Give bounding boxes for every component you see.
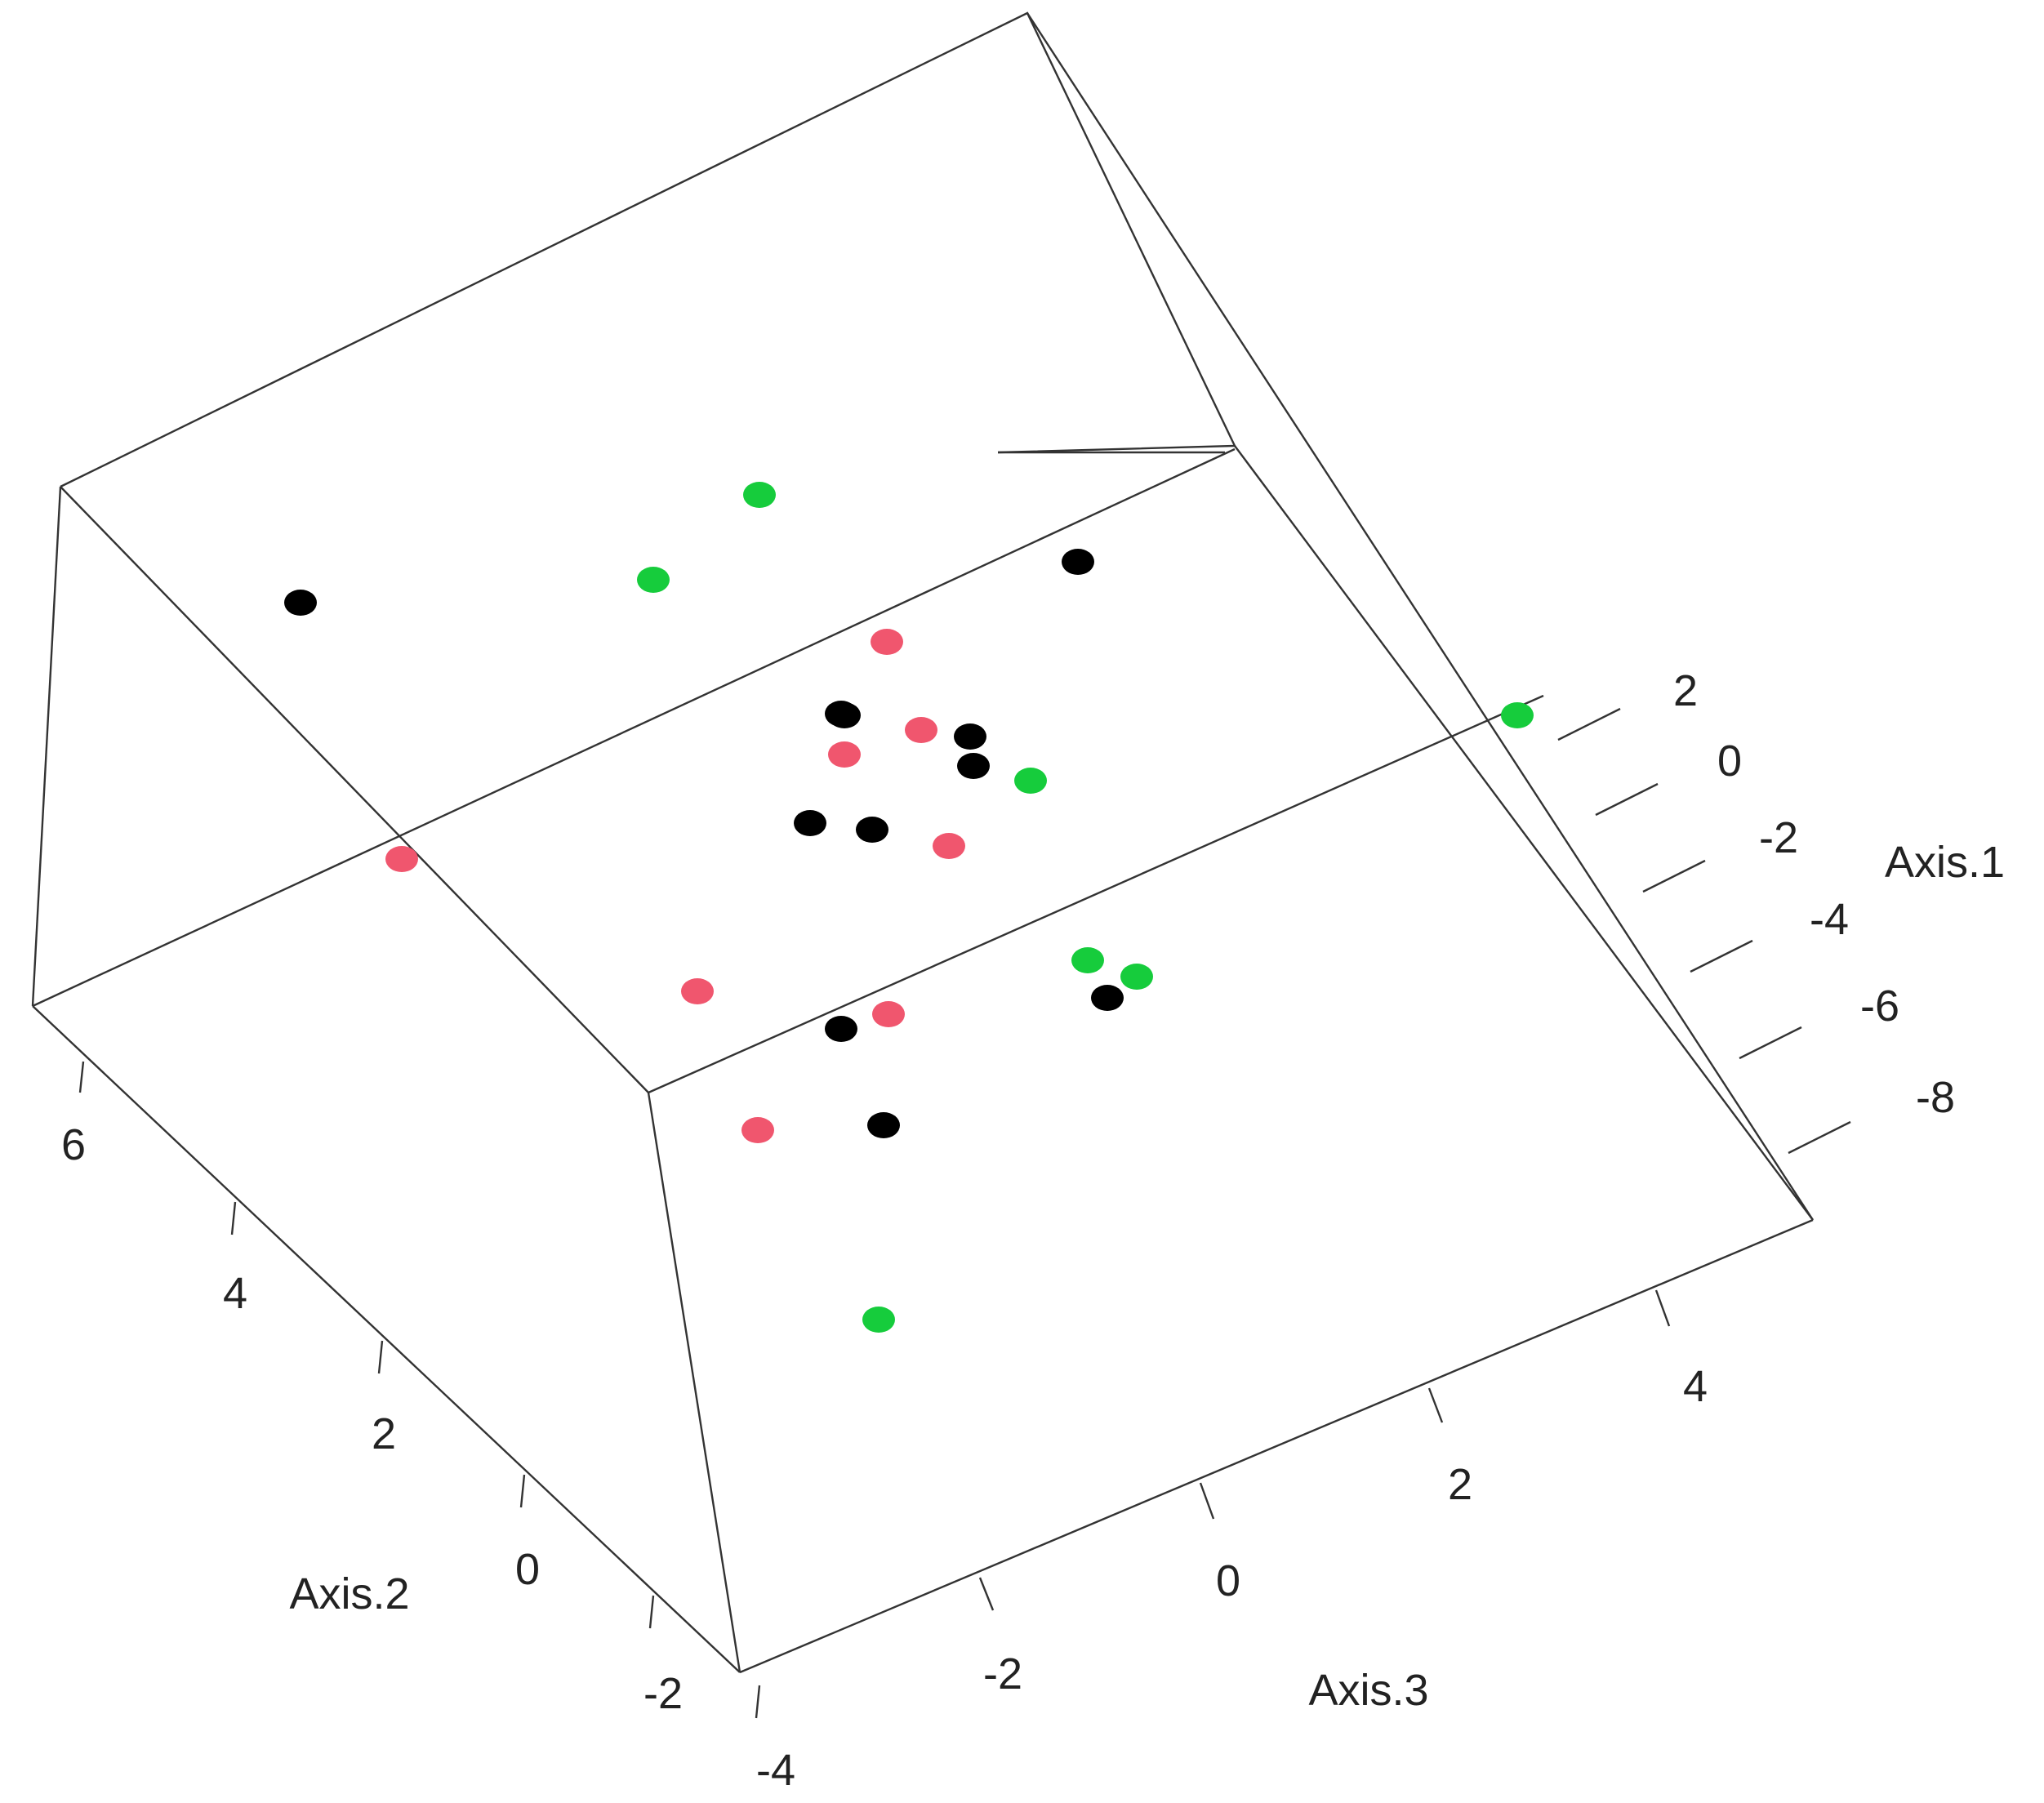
axis3-tick-label: 4 — [1683, 1362, 1708, 1411]
data-point — [954, 723, 986, 750]
data-point — [871, 629, 903, 655]
data-point — [867, 1112, 900, 1138]
axis2-tick — [755, 1685, 761, 1719]
data-point — [905, 717, 937, 743]
box-right-fold-edge — [1234, 445, 1814, 1221]
axis2-tick — [230, 1201, 237, 1235]
axis1-label: Axis.1 — [1885, 838, 2005, 887]
axis2-tick — [648, 1595, 655, 1629]
box-left-vertical-edge — [31, 486, 62, 1007]
axis3-tick-label: 0 — [1216, 1556, 1240, 1605]
axis1-tick — [1739, 1026, 1802, 1060]
axis1-tick-label: -4 — [1810, 895, 1849, 944]
axis1-tick-label: 2 — [1673, 666, 1698, 715]
data-point — [1501, 702, 1534, 728]
axis1-tick — [1690, 939, 1753, 973]
axis3-tick — [1199, 1482, 1215, 1520]
axis1-tick — [1595, 782, 1659, 817]
axis2-tick-label: 4 — [223, 1269, 247, 1318]
data-point — [856, 817, 888, 843]
axis2-tick-label: 0 — [515, 1545, 540, 1594]
data-point — [637, 567, 670, 593]
box-top-face — [60, 11, 1236, 488]
data-point — [1091, 985, 1124, 1011]
box-front-bottom-edge — [739, 1218, 1814, 1674]
data-point — [743, 482, 776, 508]
axis2-tick-label: 6 — [61, 1120, 86, 1169]
axis3-tick-label: -2 — [983, 1649, 1022, 1698]
axis2-ticks: 6 4 2 0 -2 -4 Axis.2 — [61, 1061, 795, 1795]
axis2-tick-label: -2 — [643, 1669, 683, 1718]
axis1-tick-label: -6 — [1860, 982, 1899, 1031]
axis2-tick-label: -4 — [756, 1746, 795, 1795]
axis2-tick — [78, 1061, 85, 1093]
data-point — [1071, 947, 1104, 973]
data-point — [933, 833, 965, 859]
data-point — [741, 1117, 774, 1143]
box-lower-mid-edge — [648, 694, 1544, 1094]
axis1-tick — [1642, 859, 1706, 893]
axis1-tick-label: -8 — [1916, 1073, 1955, 1122]
axis2-tick — [377, 1340, 384, 1374]
data-point — [825, 701, 857, 727]
axis2-label: Axis.2 — [289, 1569, 409, 1618]
axis3-label: Axis.3 — [1308, 1666, 1428, 1715]
axis1-tick-label: 0 — [1717, 737, 1742, 786]
axis1-tick — [1557, 707, 1621, 741]
axis1-tick-label: -2 — [1759, 813, 1798, 862]
data-point — [825, 1016, 857, 1042]
data-point — [284, 590, 317, 616]
axis3-tick — [978, 1577, 995, 1611]
box-front-vertical-edge — [647, 1092, 741, 1673]
data-point — [872, 1001, 905, 1027]
box-front-left-edge — [32, 1005, 741, 1673]
axis3-tick-label: 2 — [1448, 1460, 1472, 1509]
data-point — [681, 978, 714, 1004]
axis1-tick — [1788, 1120, 1851, 1155]
data-point — [1120, 964, 1153, 990]
data-point — [794, 810, 826, 836]
box-upper-mid-edge — [32, 447, 1236, 1008]
data-points — [284, 482, 1534, 1333]
data-point — [1014, 768, 1047, 794]
data-point — [957, 753, 990, 779]
data-point — [828, 741, 861, 768]
axis3-tick — [1654, 1289, 1671, 1327]
axis2-tick — [519, 1474, 526, 1508]
axis3-ticks: -2 0 2 4 Axis.3 — [978, 1289, 1708, 1715]
axis2-tick-label: 2 — [372, 1409, 396, 1458]
box-right-back-edge — [1026, 12, 1815, 1221]
box-left-slope-edge — [60, 486, 649, 1093]
axis1-ticks: 2 0 -2 -4 -6 -8 Axis.1 — [1557, 666, 2005, 1155]
data-point — [1062, 549, 1094, 575]
data-point — [385, 846, 418, 872]
bounding-box — [31, 11, 1815, 1674]
data-point — [862, 1307, 895, 1333]
axis3-tick — [1427, 1387, 1444, 1423]
